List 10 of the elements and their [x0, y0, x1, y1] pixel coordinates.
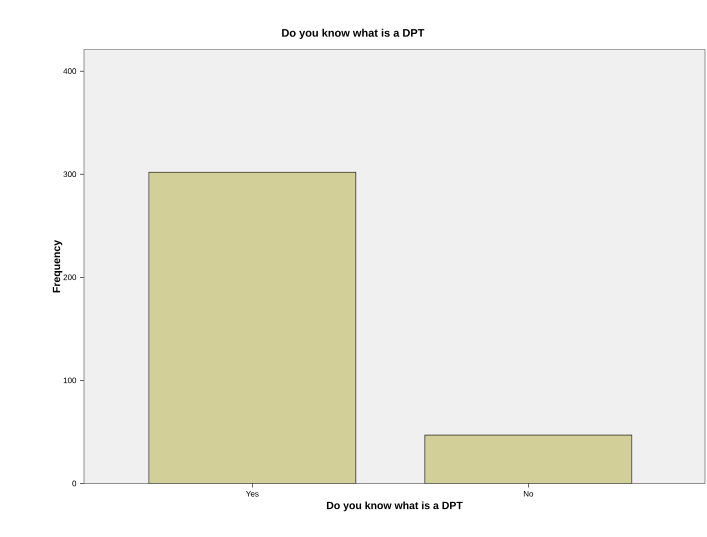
x-tick-label: No [524, 491, 534, 497]
x-axis-title: Do you know what is a DPT [326, 501, 463, 512]
x-tick-label: Yes [246, 491, 259, 497]
y-axis-title: Frequency [52, 240, 62, 292]
y-tick-label: 100 [64, 378, 76, 384]
y-tick-label: 200 [64, 274, 76, 280]
y-tick-label: 300 [63, 171, 76, 178]
chart-title: Do you know what is a DPT [282, 28, 424, 39]
y-tick-label: 0 [72, 480, 76, 486]
y-tick-label: 400 [63, 68, 76, 74]
